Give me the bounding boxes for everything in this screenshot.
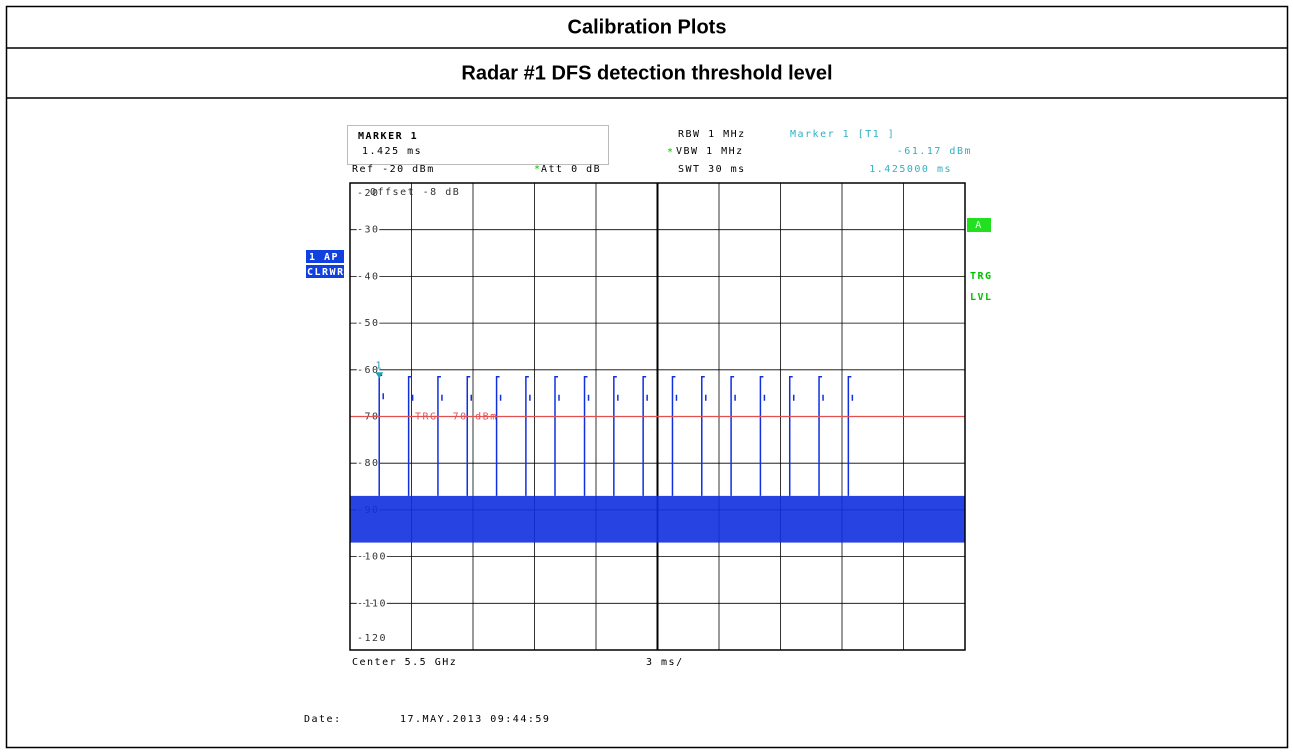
side-badge xyxy=(967,218,991,232)
plot-frame xyxy=(349,182,966,651)
ref-level: Ref -20 dBm xyxy=(352,164,435,175)
pulse xyxy=(701,376,707,496)
marker-title: Marker 1 [T1 ] xyxy=(790,129,895,140)
pulse xyxy=(466,376,473,496)
trace-badge xyxy=(306,265,344,278)
pulse xyxy=(437,376,443,496)
marker-label: 1 xyxy=(375,360,383,371)
center-freq: Center 5.5 GHz xyxy=(352,657,457,668)
trace-mode: 1 AP xyxy=(309,252,339,263)
y-tick-label: -110 xyxy=(357,598,387,609)
threshold-label: TRG -70 dBm xyxy=(415,412,498,423)
date: 17.MAY.2013 09:44:59 xyxy=(400,714,550,725)
pulse xyxy=(818,376,824,496)
noise-floor xyxy=(350,495,965,543)
rbw: RBW 1 MHz xyxy=(678,129,746,140)
attenuation: Att 0 dB xyxy=(541,164,601,175)
pulse xyxy=(788,376,795,496)
y-tick-label: -50 xyxy=(357,318,380,329)
pulse xyxy=(730,376,736,496)
offset-label: Offset -8 dB xyxy=(370,187,460,198)
pulse xyxy=(847,376,854,496)
pulse xyxy=(583,376,590,496)
y-tick-label: -60 xyxy=(357,365,380,376)
trace-badge xyxy=(306,250,344,263)
page-border xyxy=(5,5,1289,749)
pulse xyxy=(613,376,619,496)
vbw: VBW 1 MHz xyxy=(676,146,744,157)
subtitle: Radar #1 DFS detection threshold level xyxy=(461,62,832,84)
side-a: A xyxy=(975,220,983,231)
side-trg: TRG xyxy=(970,271,993,282)
pulse xyxy=(378,374,384,496)
marker-time: 1.425000 ms xyxy=(869,164,952,175)
pulse xyxy=(495,376,502,496)
star: * xyxy=(667,147,675,158)
pulse xyxy=(642,376,648,496)
side-lvl: LVL xyxy=(970,292,993,303)
marker-box xyxy=(347,125,609,165)
y-tick-label: -80 xyxy=(357,458,380,469)
pulse xyxy=(525,376,531,496)
pulse xyxy=(407,376,414,496)
marker-box-title: MARKER 1 xyxy=(358,131,418,142)
date-label: Date: xyxy=(304,714,342,725)
star: * xyxy=(534,164,542,175)
y-tick-label: -120 xyxy=(357,633,387,644)
trace-detector: CLRWR xyxy=(307,267,345,278)
y-tick-label: -100 xyxy=(357,552,387,563)
plot: -20-30-40-50-60-70-80-90-100-110-120Offs… xyxy=(349,182,966,651)
marker-level: -61.17 dBm xyxy=(897,146,972,157)
sweep-time: SWT 30 ms xyxy=(678,164,746,175)
marker-box-value: 1.425 ms xyxy=(362,146,422,157)
y-tick-label: -30 xyxy=(357,225,380,236)
y-tick-label: -20 xyxy=(357,188,380,199)
marker xyxy=(375,372,384,379)
pulse xyxy=(554,376,560,496)
span-per-div: 3 ms/ xyxy=(646,657,684,668)
title: Calibration Plots xyxy=(568,16,727,38)
y-tick-label: -40 xyxy=(357,271,380,282)
pulse xyxy=(671,376,678,496)
pulse xyxy=(759,376,766,496)
